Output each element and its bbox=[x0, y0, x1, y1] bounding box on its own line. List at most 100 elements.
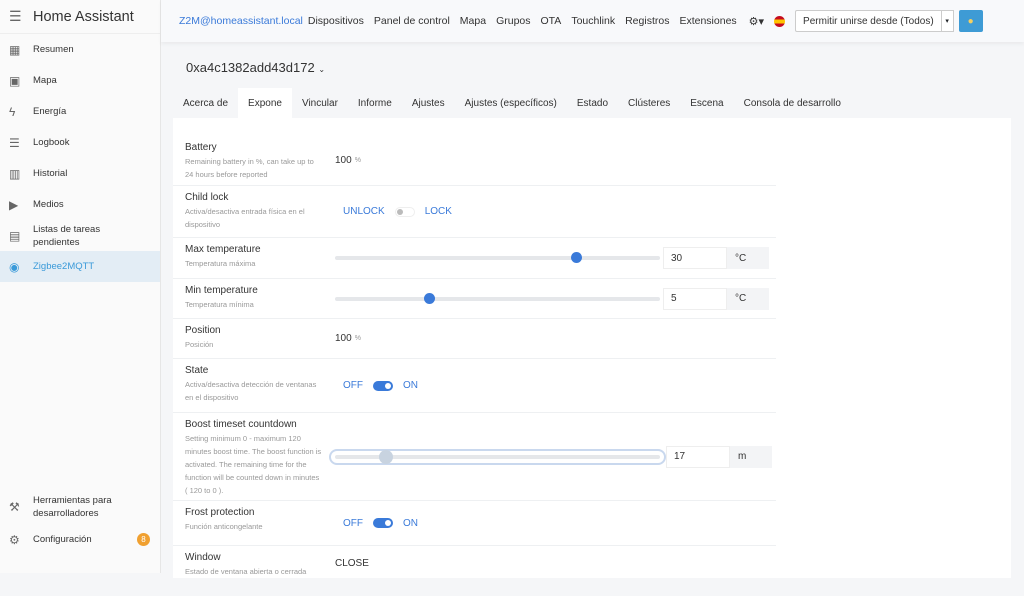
max-temperature-slider[interactable] bbox=[335, 252, 660, 263]
sidebar-item-label: Listas de tareas pendientes bbox=[33, 223, 101, 248]
sidebar-item-herramientas[interactable]: ⚒ Herramientas para desarrolladores bbox=[0, 490, 160, 524]
row-frost-protection: Frost protection Función anticongelante O… bbox=[173, 501, 776, 546]
nav-link-extensiones[interactable]: Extensiones bbox=[679, 15, 737, 27]
sidebar-item-label: Zigbee2MQTT bbox=[33, 261, 95, 272]
tab-cl-steres[interactable]: Clústeres bbox=[628, 97, 671, 109]
top-navbar: Z2M@homeassistant.local Dispositivos Pane… bbox=[161, 0, 1024, 42]
description: Posición bbox=[185, 340, 214, 349]
label: Window bbox=[185, 552, 221, 563]
settings-gear-icon[interactable]: ⚙▾ bbox=[748, 15, 765, 28]
min-temperature-slider[interactable] bbox=[335, 292, 660, 304]
description: Activa/desactiva entrada física en el di… bbox=[185, 207, 305, 229]
description: Setting minimum 0 - maximum 120 minutes … bbox=[185, 434, 322, 495]
row-battery: Battery Remaining battery in %, can take … bbox=[173, 136, 776, 186]
tab-escena[interactable]: Escena bbox=[690, 97, 724, 109]
row-max-temperature: Max temperature Temperatura máxima 30 °C bbox=[173, 238, 776, 279]
nav-link-panel-de-control[interactable]: Panel de control bbox=[373, 15, 450, 27]
min-temperature-input[interactable]: 5 bbox=[663, 287, 727, 310]
sidebar-item-resumen[interactable]: ▦ Resumen bbox=[0, 34, 160, 65]
sidebar-item-configuración[interactable]: ⚙ Configuración 8 bbox=[0, 524, 160, 555]
chart-icon: ▥ bbox=[9, 166, 21, 181]
device-selector[interactable]: 0xa4c1382add43d172 ⌄ bbox=[186, 60, 325, 75]
description: Función anticongelante bbox=[185, 522, 263, 531]
nav-link-touchlink[interactable]: Touchlink bbox=[571, 15, 616, 27]
slider-thumb[interactable] bbox=[424, 292, 436, 304]
boost-input[interactable]: 17 bbox=[666, 445, 730, 468]
description: Estado de ventana abierta o cerrada bbox=[185, 567, 307, 576]
nav-link-ota[interactable]: OTA bbox=[540, 15, 562, 27]
sidebar-item-energía[interactable]: ϟ Energía bbox=[0, 96, 160, 127]
sidebar-item-listas[interactable]: ▤ Listas de tareas pendientes bbox=[0, 220, 160, 251]
unit: °C bbox=[727, 247, 769, 269]
sidebar-item-label: Historial bbox=[33, 168, 68, 179]
label: Min temperature bbox=[185, 285, 258, 296]
sidebar-item-logbook[interactable]: ☰ Logbook bbox=[0, 127, 160, 158]
label: Child lock bbox=[185, 192, 229, 203]
state-toggle[interactable] bbox=[373, 380, 393, 391]
row-position: Position Posición 100% bbox=[173, 319, 776, 359]
boost-slider[interactable] bbox=[329, 448, 666, 465]
tab-expone[interactable]: Expone bbox=[238, 88, 292, 118]
slider-thumb[interactable] bbox=[379, 449, 394, 464]
row-child-lock: Child lock Activa/desactiva entrada físic… bbox=[173, 186, 776, 238]
battery-value: 100 bbox=[335, 155, 352, 166]
unit: °C bbox=[727, 287, 769, 310]
nav-link-mapa[interactable]: Mapa bbox=[459, 15, 487, 27]
off-option[interactable]: OFF bbox=[343, 517, 363, 529]
window-value: CLOSE bbox=[335, 558, 369, 569]
child-lock-toggle[interactable] bbox=[394, 206, 415, 217]
sidebar-item-label: Configuración bbox=[33, 534, 92, 545]
language-flag-icon[interactable] bbox=[774, 15, 786, 27]
label: Frost protection bbox=[185, 507, 255, 518]
menu-icon[interactable]: ☰ bbox=[9, 8, 22, 24]
row-boost-timeset: Boost timeset countdown Setting minimum 0… bbox=[173, 413, 776, 501]
tab-informe[interactable]: Informe bbox=[357, 97, 392, 109]
sidebar: ☰ Home Assistant ▦ Resumen ▣ Mapa ϟ Energía ☰ L… bbox=[0, 0, 161, 573]
description: Activa/desactiva detección de ventanas e… bbox=[185, 380, 317, 402]
off-option[interactable]: OFF bbox=[343, 380, 363, 391]
tab-estado[interactable]: Estado bbox=[576, 97, 609, 109]
chevron-down-icon[interactable]: ▾ bbox=[941, 10, 954, 32]
nav-link-grupos[interactable]: Grupos bbox=[496, 15, 531, 27]
row-window: Window Estado de ventana abierta o cerrad… bbox=[173, 546, 776, 596]
max-temperature-input[interactable]: 30 bbox=[663, 247, 727, 269]
app-title: Home Assistant bbox=[33, 8, 134, 25]
unlock-option[interactable]: UNLOCK bbox=[343, 206, 385, 217]
tab-acerca-de[interactable]: Acerca de bbox=[183, 97, 229, 109]
nav-link-dispositivos[interactable]: Dispositivos bbox=[307, 15, 364, 27]
media-icon: ▶ bbox=[9, 197, 19, 212]
hammer-icon: ⚒ bbox=[9, 500, 20, 514]
permit-join-button[interactable]: Permitir unirse desde (Todos) bbox=[795, 10, 942, 32]
tab-ajustes[interactable]: Ajustes bbox=[411, 97, 445, 109]
on-option[interactable]: ON bbox=[403, 517, 418, 529]
clipboard-icon: ▤ bbox=[9, 228, 21, 243]
gear-icon: ⚙ bbox=[9, 532, 20, 547]
tab-ajustes-espec-ficos-[interactable]: Ajustes (específicos) bbox=[464, 97, 557, 109]
label: Battery bbox=[185, 142, 217, 153]
lightbulb-icon[interactable]: ● bbox=[958, 10, 983, 32]
sidebar-item-label: Energía bbox=[33, 106, 67, 117]
sidebar-item-medios[interactable]: ▶ Medios bbox=[0, 189, 160, 220]
label: Boost timeset countdown bbox=[185, 419, 297, 430]
dashboard-icon: ▦ bbox=[9, 42, 21, 57]
nav-link-registros[interactable]: Registros bbox=[625, 15, 670, 27]
sidebar-item-zigbee2mqtt[interactable]: ◉ Zigbee2MQTT bbox=[0, 251, 160, 282]
sidebar-item-label: Medios bbox=[33, 199, 64, 210]
slider-thumb[interactable] bbox=[570, 252, 582, 263]
description: Temperatura máxima bbox=[185, 259, 256, 268]
sidebar-header: ☰ Home Assistant bbox=[0, 0, 160, 34]
description: Remaining battery in %, can take up to 2… bbox=[185, 157, 314, 179]
sidebar-item-mapa[interactable]: ▣ Mapa bbox=[0, 65, 160, 96]
label: Position bbox=[185, 325, 221, 336]
list-icon: ☰ bbox=[9, 135, 20, 150]
lock-option[interactable]: LOCK bbox=[424, 206, 452, 217]
device-name: 0xa4c1382add43d172 bbox=[186, 60, 315, 75]
brand-link[interactable]: Z2M@homeassistant.local bbox=[179, 15, 303, 27]
sidebar-item-historial[interactable]: ▥ Historial bbox=[0, 158, 160, 189]
chevron-down-icon: ⌄ bbox=[318, 65, 326, 74]
frost-toggle[interactable] bbox=[373, 518, 393, 528]
on-option[interactable]: ON bbox=[403, 380, 418, 391]
position-value: 100 bbox=[335, 333, 352, 344]
tab-vincular[interactable]: Vincular bbox=[301, 97, 338, 109]
tab-consola-de-desarrollo[interactable]: Consola de desarrollo bbox=[743, 97, 841, 109]
